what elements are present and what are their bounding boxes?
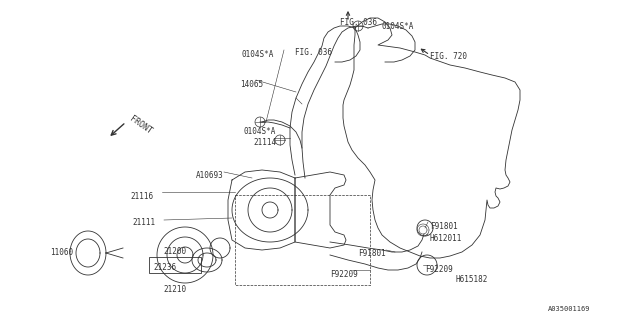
Text: FRONT: FRONT	[128, 114, 154, 136]
Text: 0104S*A: 0104S*A	[243, 127, 275, 136]
Text: H615182: H615182	[455, 275, 488, 284]
Text: 21200: 21200	[163, 247, 186, 256]
Text: 0104S*A: 0104S*A	[242, 50, 275, 59]
Text: F91801: F91801	[358, 249, 386, 258]
Text: FIG. 720: FIG. 720	[430, 52, 467, 61]
Text: FIG. 036: FIG. 036	[295, 48, 332, 57]
Text: A10693: A10693	[196, 171, 224, 180]
Text: 21236: 21236	[153, 263, 176, 272]
Text: 21114: 21114	[253, 138, 276, 147]
Text: 11060: 11060	[50, 248, 73, 257]
Text: 21111: 21111	[132, 218, 155, 227]
Text: FIG. 036: FIG. 036	[340, 18, 377, 27]
Text: H612011: H612011	[430, 234, 462, 243]
Text: F92209: F92209	[330, 270, 358, 279]
Text: 21210: 21210	[163, 285, 186, 294]
Text: 14065: 14065	[240, 80, 263, 89]
Text: 21116: 21116	[130, 192, 153, 201]
Text: F92209: F92209	[425, 265, 452, 274]
Text: 0104S*A: 0104S*A	[382, 22, 414, 31]
Text: A035001169: A035001169	[548, 306, 591, 312]
Text: F91801: F91801	[430, 222, 458, 231]
